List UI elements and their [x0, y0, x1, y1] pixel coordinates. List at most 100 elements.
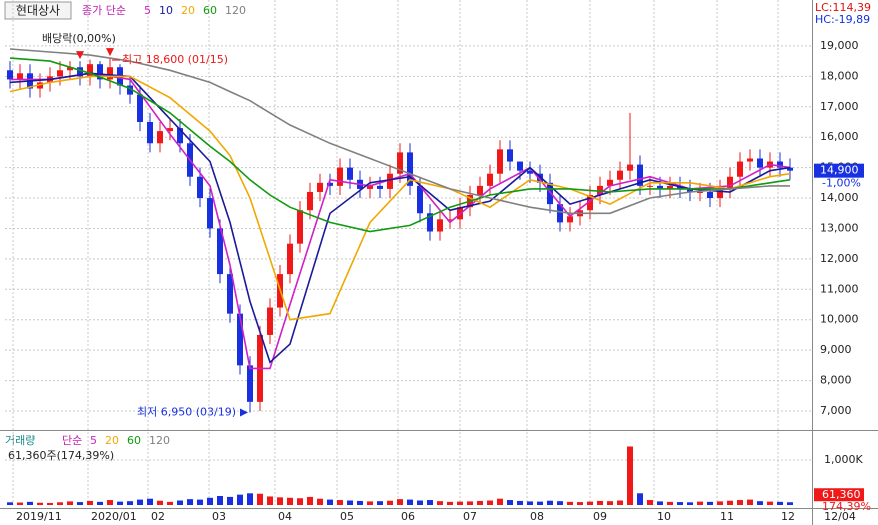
candle-body [307, 191, 313, 211]
ma-line [9, 48, 790, 215]
volume-bar [487, 500, 493, 505]
volume-bar [97, 501, 103, 505]
last-price: 14,900 [820, 164, 859, 177]
last-price-box [814, 163, 864, 178]
volume-bar [507, 500, 513, 505]
y-tick-label: 12,000 [820, 252, 859, 265]
candle-body [77, 67, 83, 77]
volume-bar [397, 499, 403, 505]
volume-bar [277, 497, 283, 505]
candle-body [657, 185, 663, 189]
volume-bar [637, 493, 643, 505]
volume-bar [527, 501, 533, 505]
volume-bar [267, 496, 273, 505]
x-tick-label: 09 [593, 510, 607, 523]
candle-body [647, 185, 653, 187]
volume-bar [297, 498, 303, 505]
candle-body [717, 188, 723, 199]
legend-entry: 5 [144, 4, 151, 17]
last-volume-box [814, 488, 864, 502]
volume-bar [117, 501, 123, 505]
volume-bar [407, 499, 413, 505]
symbol-box[interactable] [4, 1, 72, 20]
candle-body [627, 164, 633, 171]
volume-bar [497, 498, 503, 505]
volume-bar [437, 501, 443, 505]
legend-entry: 20 [105, 434, 119, 447]
volume-bar [427, 500, 433, 505]
volume-bar [227, 496, 233, 505]
candle-body [197, 176, 203, 199]
candle-body [377, 185, 383, 189]
candle-body [147, 121, 153, 144]
volume-bar [477, 500, 483, 505]
volume-bar [217, 495, 223, 505]
candle-body [217, 228, 223, 275]
candle-body [747, 158, 753, 162]
ma-line [10, 72, 791, 370]
volume-title: 거래량 [5, 434, 35, 447]
candle-body [527, 170, 533, 174]
volume-bar [417, 500, 423, 505]
candle-body [517, 161, 523, 171]
y-tick-label: 7,000 [820, 404, 852, 417]
y-tick-label: 16,000 [820, 130, 859, 143]
candle-body [247, 365, 253, 402]
candle-body [667, 185, 673, 189]
candle-body [237, 313, 243, 366]
volume-bar [87, 500, 93, 505]
last-change: -1,00% [822, 177, 861, 190]
candle-body [137, 94, 143, 122]
candle-body [287, 243, 293, 275]
volume-bar [677, 502, 683, 505]
volume-bar [27, 501, 33, 505]
volume-bar [607, 501, 613, 505]
candle-body [347, 167, 353, 180]
symbol[interactable]: 현대상사 [16, 4, 60, 18]
y-tick-label: 13,000 [820, 221, 859, 234]
last-volume: 61,360 [822, 488, 861, 501]
candle-body [537, 173, 543, 183]
candle-body [317, 182, 323, 192]
volume-bar [657, 501, 663, 505]
candle-body [427, 213, 433, 232]
volume-bar [257, 493, 263, 505]
x-tick-label: 10 [657, 510, 671, 523]
candle-body [737, 161, 743, 177]
y-tick-label: 17,000 [820, 100, 859, 113]
volume-bar [7, 502, 13, 505]
candle-body [707, 191, 713, 199]
volume-bar [57, 502, 63, 505]
volume-bar [127, 501, 133, 505]
candle-body [617, 170, 623, 180]
volume-bar [67, 501, 73, 505]
candle-body [757, 158, 763, 168]
volume-bar [767, 501, 773, 505]
volume-bar [667, 501, 673, 505]
low-marker [240, 408, 248, 417]
candle-body [507, 149, 513, 162]
candle-body [787, 167, 793, 171]
candle-body [157, 131, 163, 144]
volume-bar [717, 501, 723, 505]
volume-bar [387, 500, 393, 505]
volume-bar [447, 501, 453, 505]
x-tick-label: 06 [401, 510, 415, 523]
candle-body [367, 185, 373, 189]
volume-bar [187, 499, 193, 505]
last-date: 12/04 [824, 510, 856, 523]
candle-body [167, 128, 173, 132]
volume-bar [787, 502, 793, 505]
candle-body [547, 182, 553, 205]
volume-bar [687, 502, 693, 505]
volume-bar [547, 500, 553, 505]
volume-bar [727, 500, 733, 505]
volume-bar [517, 500, 523, 505]
x-tick-label: 02 [151, 510, 165, 523]
candle-body [487, 173, 493, 186]
x-tick-label: 07 [463, 510, 477, 523]
candle-body [327, 182, 333, 186]
candle-body [417, 185, 423, 214]
legend-entry: 120 [149, 434, 170, 447]
